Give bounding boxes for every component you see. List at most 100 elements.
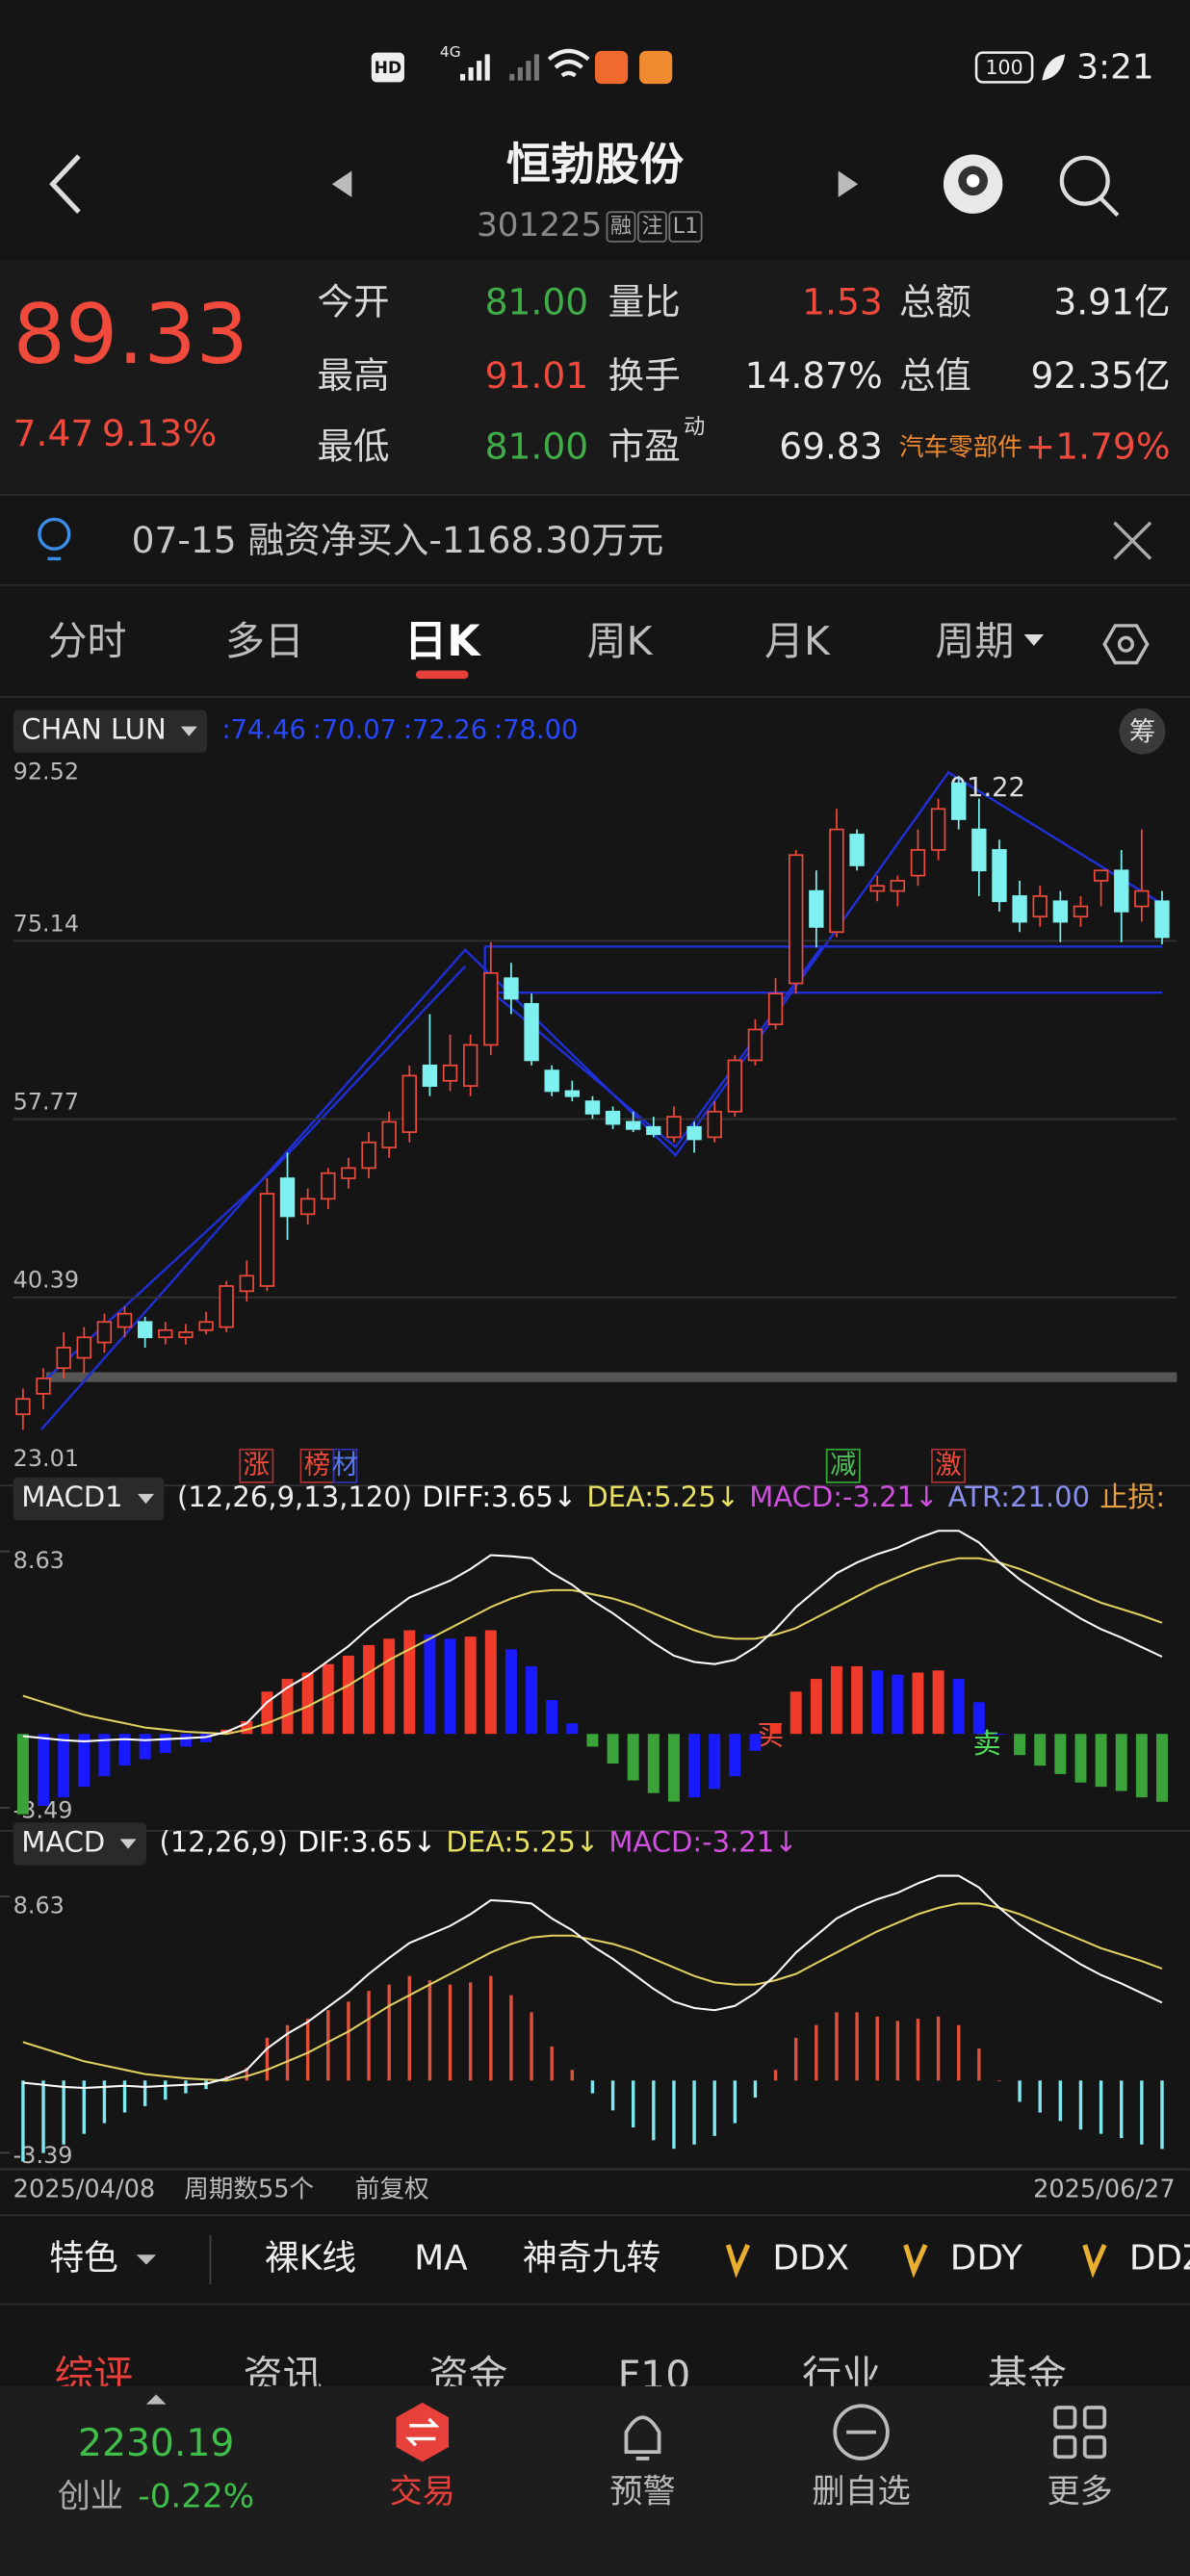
dea-line — [22, 1902, 1163, 2082]
macd-bar — [607, 1734, 619, 1764]
more-icon[interactable] — [1053, 2406, 1107, 2460]
tool-item[interactable]: DDZ — [1129, 2238, 1190, 2278]
v-badge — [903, 2243, 928, 2279]
candle-body — [707, 1110, 722, 1139]
indicator-name: CHAN LUN — [21, 713, 167, 746]
marker: 减 — [830, 1450, 856, 1480]
feature-menu[interactable]: 特色 — [49, 2238, 118, 2278]
indicator-box[interactable] — [13, 709, 208, 753]
legend-item: DIF:3.65↓ — [298, 1825, 436, 1858]
dropdown-arrow — [119, 1839, 137, 1849]
candle-body — [1012, 895, 1027, 923]
remove-icon[interactable] — [833, 2404, 890, 2460]
period-tab[interactable]: 分时 — [48, 618, 127, 664]
macd-bar — [403, 1630, 416, 1735]
indicator-box[interactable] — [13, 1822, 146, 1866]
macd-bar — [855, 2012, 859, 2081]
stock-code: 301225 — [477, 206, 602, 245]
legend-item: ATR:21.00 — [948, 1481, 1090, 1513]
alert-icon[interactable] — [624, 2415, 661, 2460]
macd-bar — [184, 2080, 188, 2094]
period-tab[interactable]: 多日 — [225, 618, 304, 664]
v-badge — [725, 2243, 751, 2279]
back-button[interactable] — [49, 154, 81, 214]
indicator-name[interactable]: MACD — [21, 1825, 105, 1858]
candle-body — [767, 992, 784, 1026]
tag-box — [606, 211, 636, 243]
search-icon[interactable] — [1059, 155, 1110, 206]
macd-bar — [367, 1991, 371, 2081]
trade-glyph — [404, 2417, 440, 2447]
macd-bar — [586, 1734, 599, 1747]
candle-body — [137, 1321, 153, 1339]
close-notice[interactable] — [1113, 521, 1152, 560]
tool-item[interactable]: 神奇九转 — [523, 2238, 660, 2278]
candle-body — [504, 977, 519, 1000]
tool-item[interactable]: MA — [414, 2238, 468, 2278]
nav-label[interactable]: 删自选 — [812, 2472, 910, 2511]
nav-label[interactable]: 更多 — [1047, 2472, 1112, 2511]
macd-bar — [98, 1734, 111, 1777]
candle-body — [239, 1275, 254, 1293]
marker-box — [825, 1448, 861, 1483]
indicator-name[interactable]: MACD1 — [21, 1481, 122, 1513]
quote-panel — [0, 259, 1190, 494]
legend-item: MACD:-3.21↓ — [608, 1825, 797, 1858]
marker-box — [239, 1448, 274, 1483]
candle-body — [1134, 889, 1150, 908]
tool-item[interactable]: DDY — [950, 2238, 1022, 2278]
macd-bar — [1058, 2080, 1063, 2122]
macd-bar — [815, 2024, 818, 2081]
field-label: 总值 — [899, 354, 971, 397]
index-value: 2230.19 — [78, 2422, 234, 2465]
indicator-box[interactable] — [13, 1477, 165, 1521]
macd-bar — [916, 2019, 920, 2081]
candle-body — [1052, 900, 1069, 923]
tool-item[interactable]: 裸K线 — [265, 2238, 356, 2278]
macd-bar — [895, 2021, 900, 2081]
kline-panel: CHAN LUN 筹 91.22 涨 榜 材 减 激 :74.46:70.07:… — [13, 708, 1177, 1483]
macd-bar — [468, 1982, 473, 2081]
macd-bar — [164, 2080, 168, 2100]
period-tab[interactable]: 月K — [764, 618, 831, 664]
field-label: 总额 — [899, 280, 971, 322]
settings-icon[interactable] — [1102, 624, 1150, 665]
macd-bar — [82, 2080, 86, 2134]
nav-label[interactable]: 预警 — [609, 2472, 675, 2511]
candle-body — [178, 1331, 194, 1339]
macd-bar — [652, 2080, 656, 2141]
index-name: 创业 — [58, 2477, 123, 2515]
macd-bar — [1115, 1734, 1127, 1791]
tag-box — [637, 211, 667, 243]
macd-bar — [383, 1638, 396, 1735]
tool-item[interactable]: DDX — [772, 2238, 849, 2278]
field-label: 最高 — [317, 354, 389, 397]
prev-stock[interactable] — [331, 170, 352, 197]
candle-body — [259, 1193, 275, 1287]
macd-bar — [712, 2080, 716, 2136]
y-tick-label: 75.14 — [13, 910, 79, 937]
macd-bar — [509, 1995, 513, 2081]
notice: 07-15 融资净买入-1168.30万元 — [38, 517, 1152, 561]
end-date: 2025/06/27 — [1033, 2176, 1176, 2204]
nav-label[interactable]: 交易 — [390, 2472, 455, 2511]
macd-bar — [41, 2080, 45, 2153]
y-tick-label: 40.39 — [13, 1267, 79, 1294]
dropdown-arrow — [1023, 633, 1045, 646]
period-tab[interactable]: 日K — [404, 617, 481, 666]
macd-bar — [322, 1663, 334, 1735]
macd-bar — [972, 1702, 985, 1735]
period-tab[interactable]: 周K — [587, 618, 654, 664]
macd-bar — [729, 1734, 741, 1777]
trade-icon[interactable] — [396, 2402, 450, 2462]
field-label: 汽车零部件 — [899, 433, 1022, 462]
candle-body — [564, 1090, 580, 1097]
candle-body — [666, 1116, 682, 1139]
app-icon — [639, 50, 673, 85]
next-stock[interactable] — [838, 170, 859, 197]
period-tab[interactable]: 周期 — [935, 618, 1014, 664]
macd-bar — [871, 1670, 884, 1735]
candle-body — [158, 1328, 173, 1339]
macd-bar — [1135, 1734, 1148, 1798]
chip-button[interactable] — [1119, 708, 1166, 755]
